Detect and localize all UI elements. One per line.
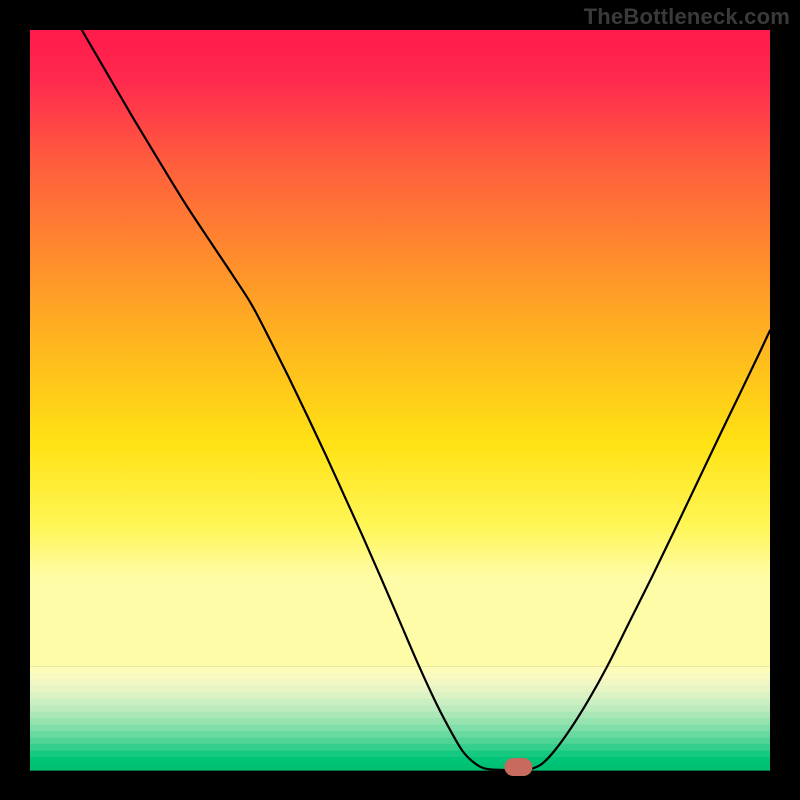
color-band: [30, 738, 770, 745]
color-band: [30, 744, 770, 751]
optimal-point-marker: [504, 758, 532, 776]
gradient-background: [30, 30, 770, 666]
color-band: [30, 731, 770, 738]
color-band: [30, 725, 770, 732]
color-band: [30, 699, 770, 706]
color-band: [30, 673, 770, 680]
color-band: [30, 666, 770, 673]
color-band: [30, 757, 770, 764]
color-band: [30, 679, 770, 686]
color-band: [30, 751, 770, 758]
color-band: [30, 718, 770, 725]
color-band: [30, 705, 770, 712]
chart-frame: TheBottleneck.com: [0, 0, 800, 800]
bottleneck-chart: [0, 0, 800, 800]
color-band: [30, 764, 770, 771]
color-band: [30, 712, 770, 719]
color-band: [30, 692, 770, 699]
color-band: [30, 686, 770, 693]
